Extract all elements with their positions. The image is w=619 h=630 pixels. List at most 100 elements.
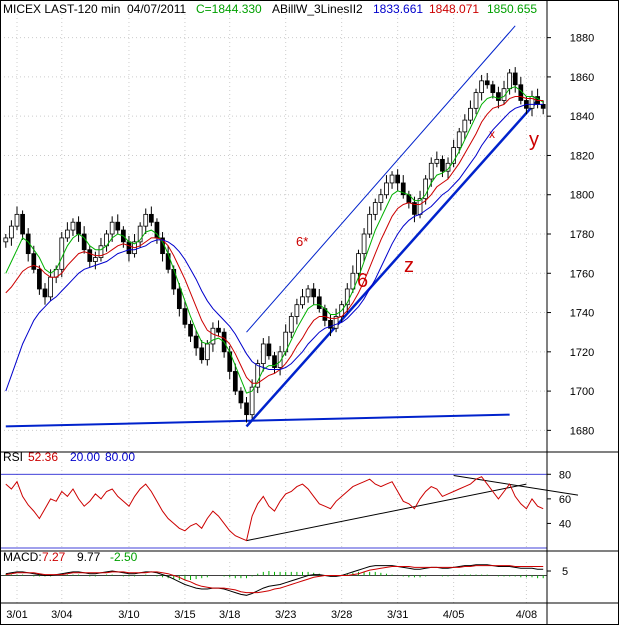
line2-value-label: 1848.071 (429, 2, 479, 16)
candle-body (288, 316, 294, 333)
rsi-trendline-lower (246, 483, 527, 542)
candle-body (456, 131, 462, 149)
grid-layer (0, 14, 547, 603)
rsi-label: RSI (3, 450, 23, 464)
price-tick-label: 1860 (570, 72, 594, 84)
rsi-tick-label: 60 (559, 494, 571, 506)
candle-body (87, 249, 93, 262)
candle-body (300, 296, 305, 306)
candle-body (378, 194, 384, 203)
candle-body (165, 253, 171, 270)
candle-body (400, 182, 406, 196)
indicator-name-label: ABillW_3LinesII2 (272, 2, 363, 16)
macd-tick-label: 5 (562, 566, 568, 578)
date-tick-label: 3/10 (118, 609, 139, 621)
candle-body (31, 253, 37, 270)
macd-line (5, 564, 544, 596)
close-label: C=1844.330 (196, 2, 262, 16)
candle-body (367, 213, 373, 235)
candle-body (98, 245, 104, 258)
candle-body (305, 288, 311, 298)
price-tick-label: 1820 (570, 150, 594, 162)
rsi-line (5, 476, 544, 542)
candle-body (372, 202, 378, 215)
candle-body (3, 237, 9, 243)
candle-body (328, 319, 333, 329)
candle-body (81, 233, 87, 251)
candle-body (204, 343, 210, 361)
rsi-value: 52.36 (28, 450, 58, 464)
candle-body (356, 253, 361, 274)
candle-body (260, 343, 266, 364)
candle-body (232, 371, 238, 392)
candle-body (294, 304, 300, 317)
candle-body (65, 229, 70, 239)
candle-body (350, 272, 356, 290)
candle-body (540, 104, 546, 109)
price-tick-label: 1740 (570, 308, 594, 320)
macd-value1: 7.27 (42, 550, 66, 564)
line3-value-label: 1850.655 (487, 2, 537, 16)
candle-body (423, 178, 429, 200)
date-tick-label: 4/05 (443, 609, 464, 621)
price-tick-label: 1680 (570, 425, 594, 437)
candle-body (484, 80, 490, 86)
rsi-tick-label: 40 (559, 518, 571, 530)
wave-label-x: x (489, 127, 495, 141)
candle-body (316, 296, 322, 310)
candle-body (238, 390, 244, 404)
series-layer (3, 67, 546, 596)
date-tick-label: 3/28 (331, 609, 352, 621)
candle-body (344, 288, 350, 306)
candle-body (468, 107, 473, 121)
macd-signal-line (5, 565, 544, 594)
candle-body (512, 72, 518, 86)
candle-body (428, 162, 434, 180)
candle-body (42, 288, 48, 298)
candle-body (216, 327, 221, 333)
candle-body (462, 119, 468, 133)
candle-body (272, 355, 277, 368)
rsi-trendline-upper (453, 475, 579, 496)
macd-label: MACD: (3, 550, 42, 564)
channel-upper-line (246, 25, 516, 333)
date-tick-label: 4/08 (516, 609, 537, 621)
candle-body (115, 221, 121, 231)
candle-body (255, 363, 261, 388)
candle-body (126, 241, 132, 255)
date-tick-label: 3/15 (174, 609, 195, 621)
candle-body (244, 402, 249, 416)
candle-body (333, 316, 339, 329)
rsi-level-low: 20.00 (70, 450, 100, 464)
candle-body (143, 213, 149, 227)
date-tick-label: 3/18 (219, 609, 240, 621)
wave-label-y: y (529, 129, 539, 151)
date-tick-label: 3/01 (6, 609, 27, 621)
macd-value2: 9.77 (77, 550, 101, 564)
candle-body (361, 233, 367, 255)
indicator-line-2 (5, 96, 544, 384)
candle-body (76, 221, 81, 235)
candle-body (434, 158, 440, 164)
candle-body (277, 351, 283, 368)
candle-body (93, 257, 98, 262)
candle-body (473, 92, 479, 109)
indicator-line-3 (5, 103, 544, 392)
candle-body (210, 327, 216, 345)
price-tick-label: 1840 (570, 111, 594, 123)
candle-body (389, 174, 395, 184)
rsi-level-high: 80.00 (105, 450, 135, 464)
candle-body (266, 343, 272, 357)
candle-body (199, 347, 205, 361)
wave-label-six: 6 (357, 270, 368, 292)
price-tick-label: 1700 (570, 386, 594, 398)
candle-body (70, 221, 76, 231)
candle-body (440, 158, 445, 172)
support-trendline (5, 413, 510, 428)
price-tick-label: 1760 (570, 268, 594, 280)
rsi-tick-label: 80 (559, 469, 571, 481)
candle-body (384, 182, 389, 196)
